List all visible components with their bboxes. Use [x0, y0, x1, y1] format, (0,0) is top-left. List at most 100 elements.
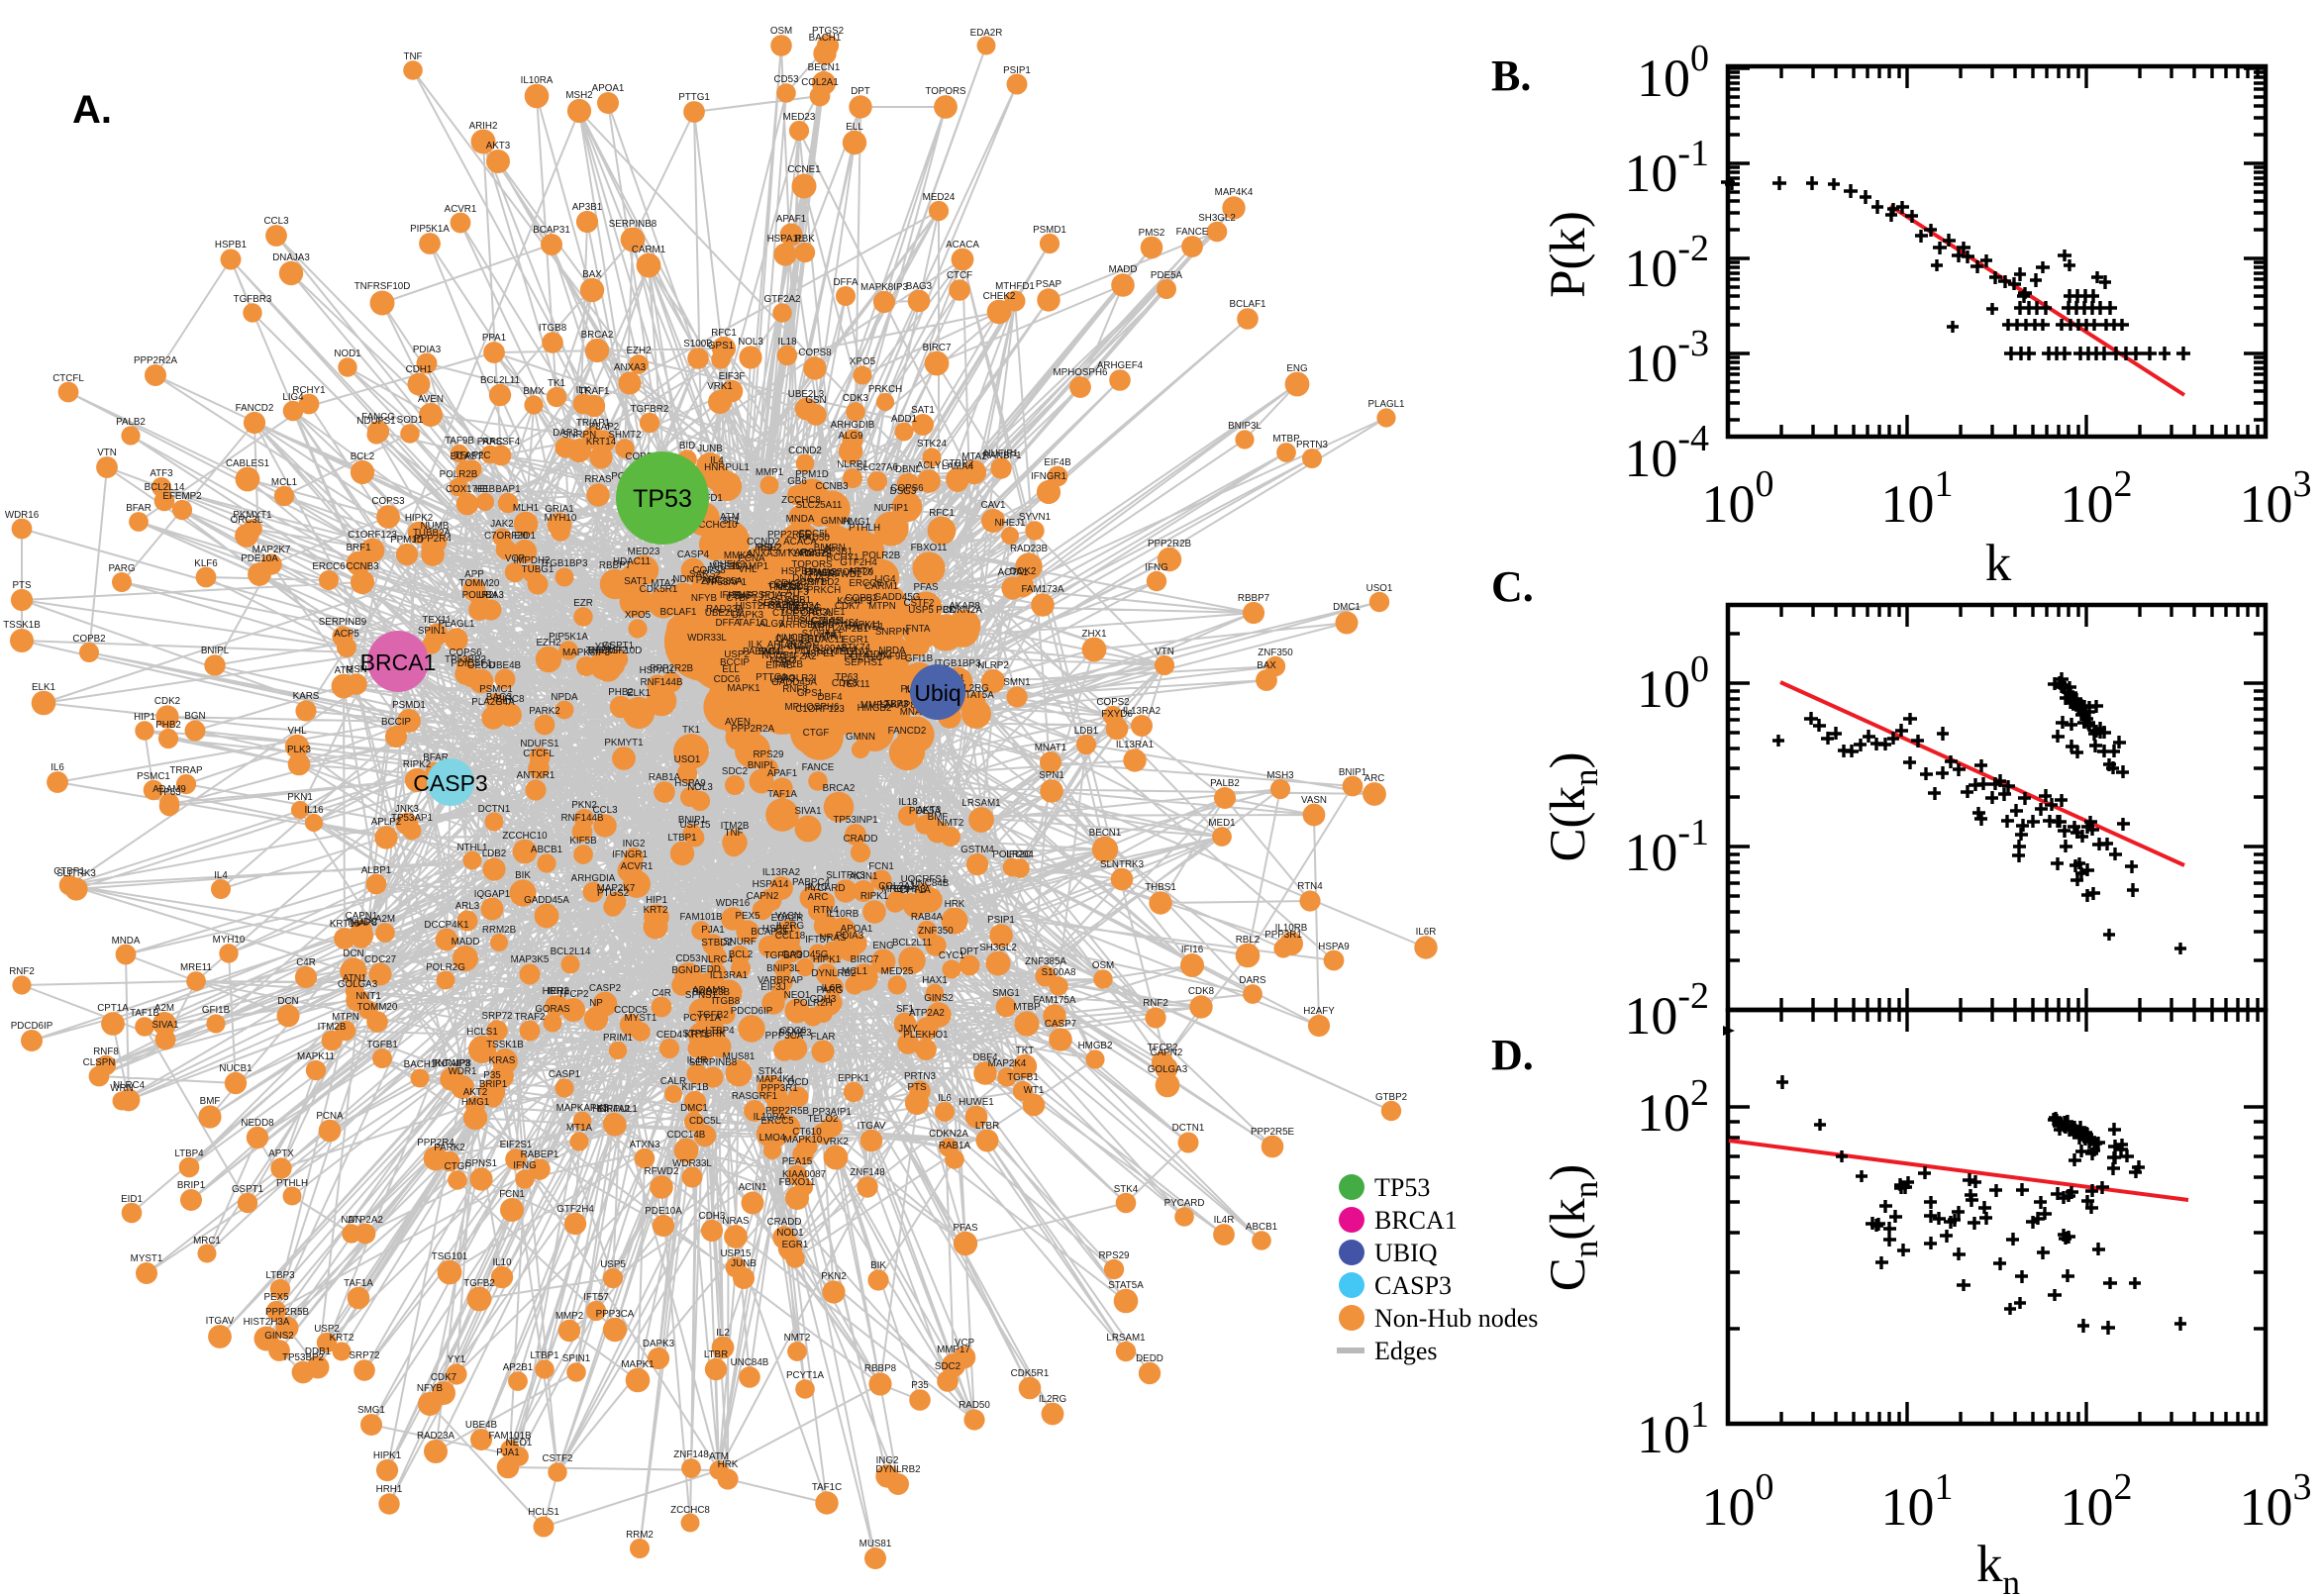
svg-text:EPHA3: EPHA3	[805, 567, 838, 578]
svg-text:NRAS: NRAS	[819, 933, 847, 944]
svg-text:YY1: YY1	[448, 1354, 466, 1365]
svg-text:TAF1B: TAF1B	[773, 659, 803, 670]
svg-text:PCYT1A: PCYT1A	[786, 1370, 825, 1381]
svg-text:IMPDH2: IMPDH2	[513, 555, 550, 566]
svg-text:PKMYT1: PKMYT1	[604, 738, 643, 748]
svg-text:POLR2I: POLR2I	[782, 673, 817, 684]
svg-text:NLRP2: NLRP2	[977, 660, 1009, 671]
svg-text:VASN: VASN	[775, 911, 801, 922]
svg-text:EZR: EZR	[573, 598, 593, 609]
svg-text:GORAS: GORAS	[535, 1004, 570, 1015]
svg-text:GSPT1: GSPT1	[232, 1184, 263, 1195]
svg-text:APOA1: APOA1	[592, 83, 625, 94]
svg-text:BECN1: BECN1	[808, 62, 841, 73]
svg-text:DEDD: DEDD	[693, 964, 721, 975]
svg-text:DAPK3: DAPK3	[732, 610, 764, 621]
svg-text:NEDD8: NEDD8	[775, 582, 809, 593]
svg-text:CABLES1: CABLES1	[226, 458, 269, 469]
svg-text:ITGAV: ITGAV	[858, 1121, 886, 1132]
svg-text:ENG: ENG	[1286, 363, 1307, 374]
svg-text:RNF2: RNF2	[9, 966, 35, 977]
svg-text:UNC84B: UNC84B	[731, 1357, 769, 1368]
svg-text:EID1: EID1	[514, 531, 536, 542]
svg-text:PARG: PARG	[108, 563, 135, 574]
svg-text:MNAT1: MNAT1	[1035, 743, 1066, 753]
svg-text:MSH2: MSH2	[565, 90, 592, 101]
svg-text:ERCC5: ERCC5	[760, 1116, 794, 1127]
svg-text:IL18: IL18	[777, 337, 797, 348]
svg-text:10-3: 10-3	[1624, 323, 1709, 393]
svg-text:MAPK11: MAPK11	[844, 620, 881, 631]
svg-text:HRH1: HRH1	[543, 986, 569, 997]
svg-text:RPS29: RPS29	[753, 749, 783, 760]
svg-text:MAP3K5: MAP3K5	[511, 954, 550, 965]
svg-text:RCHY1: RCHY1	[292, 385, 325, 396]
svg-text:WDR16: WDR16	[716, 898, 751, 909]
svg-text:POLR2B: POLR2B	[862, 550, 901, 561]
svg-text:PLAGL1: PLAGL1	[438, 619, 474, 630]
svg-text:10-1: 10-1	[1624, 133, 1709, 203]
svg-text:PTHLH: PTHLH	[276, 1178, 308, 1189]
svg-text:TAF1A: TAF1A	[344, 1278, 373, 1289]
svg-text:BRF1: BRF1	[800, 577, 825, 588]
svg-text:RNF2: RNF2	[1143, 998, 1168, 1009]
svg-text:NEDD8: NEDD8	[241, 1118, 274, 1129]
svg-text:FANCG: FANCG	[778, 641, 812, 651]
svg-text:CAPN1: CAPN1	[346, 911, 378, 922]
svg-text:MAPK1: MAPK1	[621, 1359, 654, 1370]
svg-text:C.: C.	[1491, 562, 1534, 611]
svg-text:PBK: PBK	[795, 234, 815, 245]
svg-text:EZH2: EZH2	[536, 638, 560, 648]
svg-text:SERPINB8: SERPINB8	[689, 1057, 738, 1068]
svg-text:MAPK8IP3: MAPK8IP3	[860, 282, 908, 293]
svg-text:FLAR: FLAR	[810, 1032, 835, 1043]
svg-text:LTBP4: LTBP4	[705, 1026, 735, 1037]
svg-text:C1ORF123: C1ORF123	[348, 530, 397, 541]
svg-text:MED23: MED23	[628, 547, 660, 557]
svg-text:CARM1: CARM1	[632, 245, 665, 255]
svg-text:HIP1: HIP1	[646, 895, 667, 906]
svg-text:ACVR1: ACVR1	[445, 204, 477, 215]
svg-text:TNFRSF10D: TNFRSF10D	[586, 646, 643, 656]
svg-text:USP5: USP5	[908, 605, 934, 616]
svg-text:CTGF: CTGF	[803, 728, 830, 739]
svg-text:PFAS: PFAS	[953, 1223, 978, 1234]
svg-text:STK24: STK24	[917, 439, 948, 449]
svg-text:DBNL: DBNL	[895, 464, 922, 475]
svg-text:EGR1: EGR1	[782, 1240, 809, 1250]
svg-text:HDAC11: HDAC11	[807, 635, 845, 646]
svg-text:USP5: USP5	[600, 1259, 626, 1270]
svg-text:FXYD6: FXYD6	[1101, 709, 1133, 720]
svg-text:CD53: CD53	[675, 953, 701, 964]
svg-text:SLC25A11: SLC25A11	[799, 616, 846, 627]
svg-text:PLA2G4A: PLA2G4A	[471, 697, 515, 708]
svg-text:TUBG1: TUBG1	[522, 564, 555, 575]
svg-text:100: 100	[1702, 1466, 1774, 1537]
svg-text:IQGAP1: IQGAP1	[474, 889, 510, 900]
svg-text:PPP2R4: PPP2R4	[414, 534, 452, 545]
svg-text:UBIQ: UBIQ	[1374, 1239, 1438, 1267]
svg-text:ZCCHC10: ZCCHC10	[692, 520, 738, 531]
svg-text:TP53BP2: TP53BP2	[282, 1352, 324, 1363]
svg-text:MTA2: MTA2	[651, 578, 675, 589]
svg-text:TFCP2: TFCP2	[1147, 1043, 1177, 1053]
svg-text:BRIP1: BRIP1	[479, 1079, 507, 1090]
svg-text:SRP72: SRP72	[481, 1011, 512, 1022]
svg-text:S100B: S100B	[683, 339, 713, 349]
svg-text:MMP1: MMP1	[756, 467, 783, 478]
svg-text:CCNB3: CCNB3	[346, 561, 379, 572]
svg-text:AVEN: AVEN	[418, 394, 444, 405]
svg-text:LTBR: LTBR	[704, 1349, 728, 1360]
svg-text:IL13RA2: IL13RA2	[762, 867, 800, 878]
svg-text:TK1: TK1	[682, 725, 700, 736]
svg-text:LIG4: LIG4	[874, 574, 896, 585]
svg-text:RASSF4: RASSF4	[482, 437, 521, 448]
svg-text:YY1: YY1	[595, 642, 614, 652]
svg-text:ATN1: ATN1	[343, 973, 366, 984]
svg-text:EID1: EID1	[121, 1194, 143, 1205]
svg-text:DEDD: DEDD	[1136, 1353, 1163, 1364]
svg-text:CD53: CD53	[773, 74, 799, 85]
svg-text:PCNA: PCNA	[738, 553, 765, 564]
svg-text:FAM173A: FAM173A	[1021, 584, 1063, 595]
svg-text:KCNIP3: KCNIP3	[837, 596, 872, 607]
